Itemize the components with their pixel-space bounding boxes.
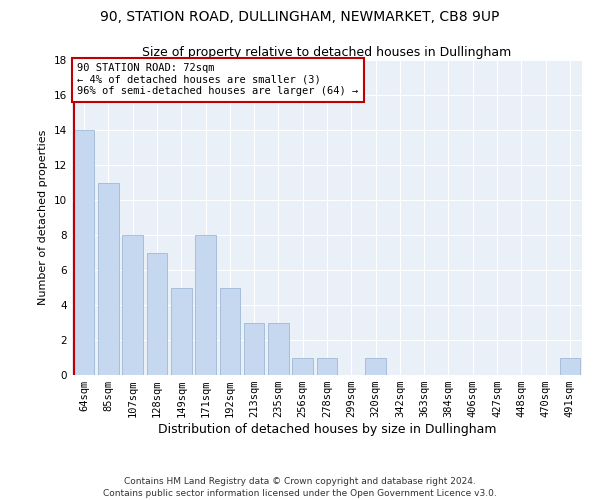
Text: Contains HM Land Registry data © Crown copyright and database right 2024.
Contai: Contains HM Land Registry data © Crown c…: [103, 476, 497, 498]
Bar: [365, 358, 386, 375]
Text: 90, STATION ROAD, DULLINGHAM, NEWMARKET, CB8 9UP: 90, STATION ROAD, DULLINGHAM, NEWMARKET,…: [100, 10, 500, 24]
Bar: [171, 288, 191, 375]
Bar: [220, 288, 240, 375]
Bar: [195, 235, 216, 375]
Bar: [98, 182, 119, 375]
Bar: [146, 252, 167, 375]
Title: Size of property relative to detached houses in Dullingham: Size of property relative to detached ho…: [142, 46, 512, 59]
Bar: [74, 130, 94, 375]
Bar: [560, 358, 580, 375]
Bar: [122, 235, 143, 375]
Bar: [317, 358, 337, 375]
Bar: [292, 358, 313, 375]
Bar: [244, 322, 265, 375]
Text: 90 STATION ROAD: 72sqm
← 4% of detached houses are smaller (3)
96% of semi-detac: 90 STATION ROAD: 72sqm ← 4% of detached …: [77, 63, 358, 96]
Y-axis label: Number of detached properties: Number of detached properties: [38, 130, 49, 305]
X-axis label: Distribution of detached houses by size in Dullingham: Distribution of detached houses by size …: [158, 423, 496, 436]
Bar: [268, 322, 289, 375]
